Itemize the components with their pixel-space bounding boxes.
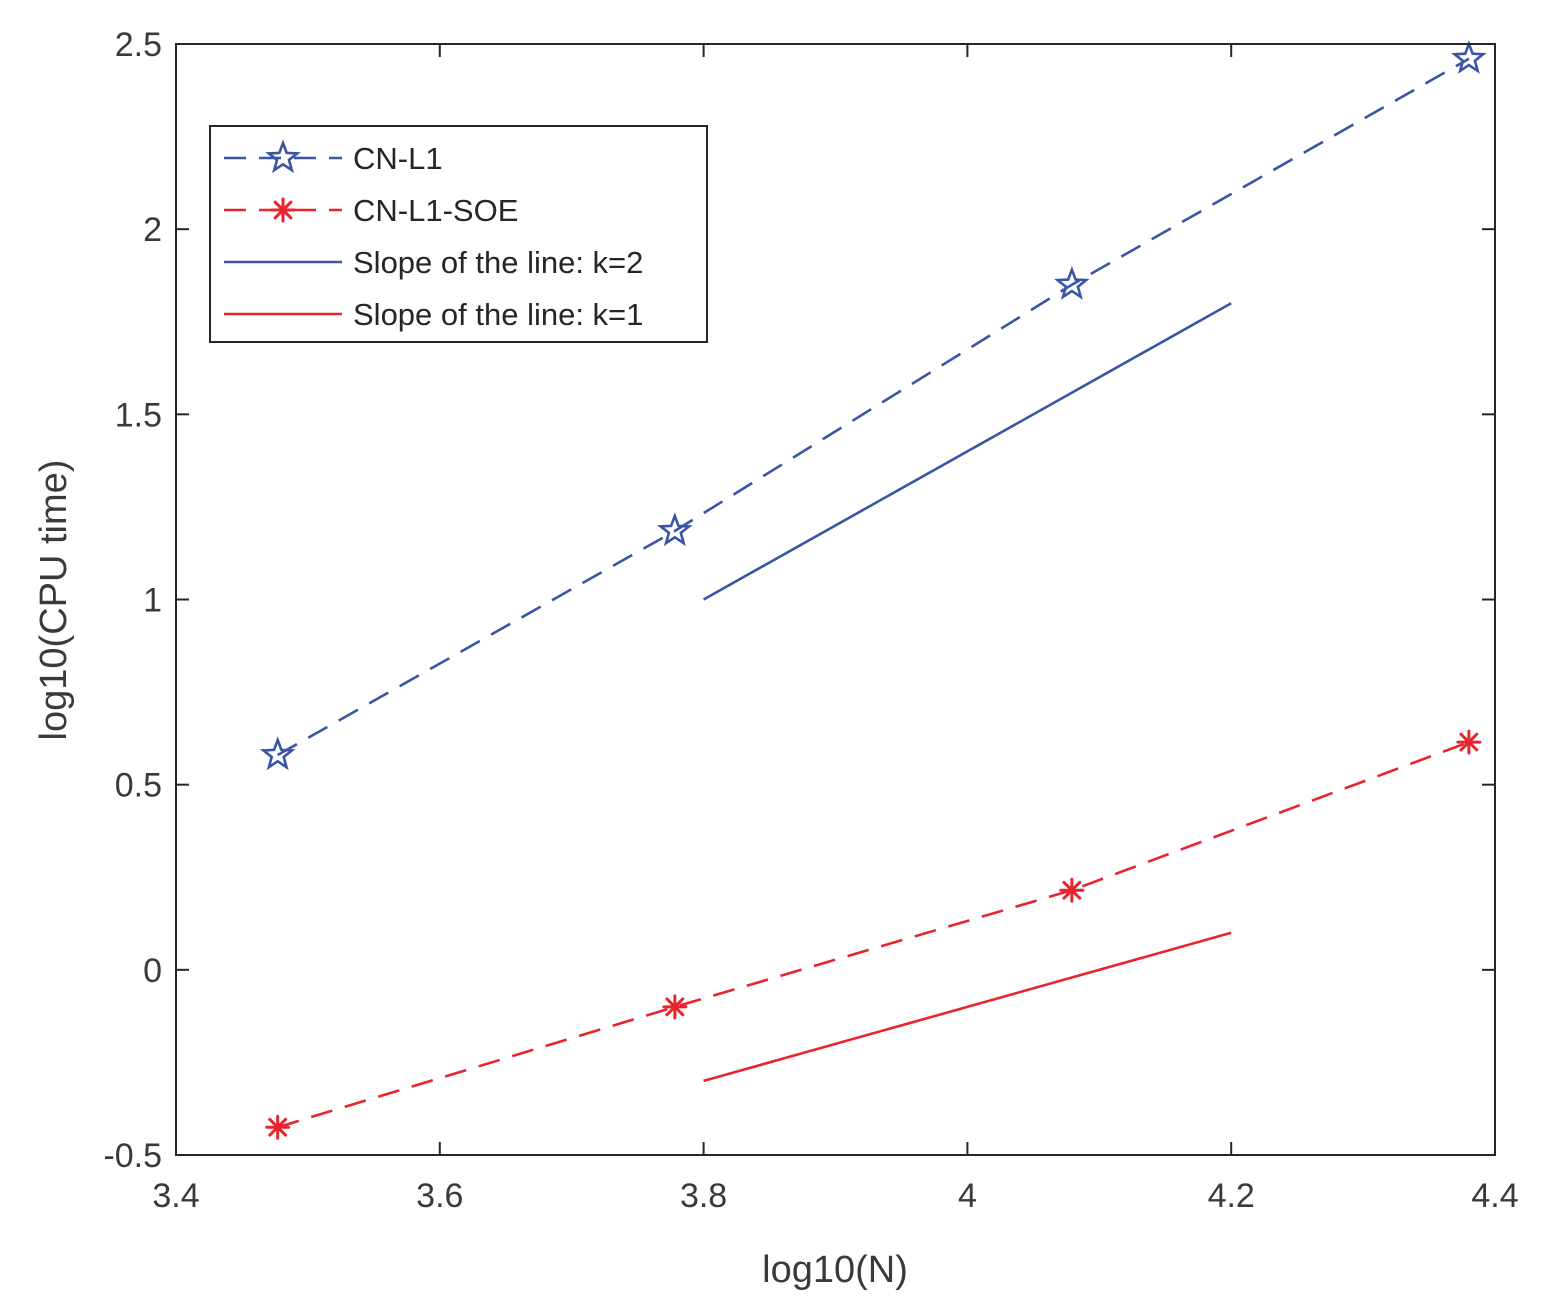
y-tick-label: 2.5 — [115, 26, 162, 64]
series-line-0 — [277, 57, 1470, 757]
series-layer — [259, 40, 1487, 1140]
data-point-marker — [259, 736, 296, 771]
y-tick-label: 1 — [143, 582, 162, 620]
y-tick-label: 2 — [143, 211, 162, 249]
legend: CN-L1 CN-L1-SOE Slope of the line: k=2 Slop… — [209, 125, 708, 343]
data-point-marker — [265, 1114, 291, 1140]
y-tick-label: 0.5 — [115, 767, 162, 805]
x-tick-label: 4.4 — [1471, 1177, 1518, 1215]
series-line-3 — [703, 931, 1232, 1083]
data-point-marker — [1451, 40, 1487, 74]
legend-label-3: Slope of the line: k=1 — [353, 297, 643, 332]
data-point-marker — [1059, 877, 1085, 903]
legend-label-2: Slope of the line: k=2 — [353, 245, 643, 280]
legend-marker-1 — [270, 197, 296, 223]
y-axis-label: log10(CPU time) — [33, 460, 75, 741]
legend-marker-0 — [265, 139, 301, 174]
series-line-2 — [702, 302, 1232, 601]
x-tick-label: 3.4 — [152, 1177, 199, 1215]
x-tick-label: 4.2 — [1208, 1177, 1255, 1215]
x-tick-label: 4 — [958, 1177, 977, 1215]
data-point-marker — [1054, 265, 1090, 300]
legend-box — [209, 125, 708, 343]
y-tick-label: 0 — [143, 952, 162, 990]
x-tick-label: 3.6 — [416, 1177, 463, 1215]
data-point-marker — [657, 512, 693, 547]
x-axis-label: log10(N) — [762, 1249, 908, 1291]
legend-label-1: CN-L1-SOE — [353, 193, 518, 228]
y-tick-label: 1.5 — [115, 396, 162, 434]
data-point-marker — [662, 994, 688, 1020]
data-point-marker — [1456, 729, 1482, 755]
y-tick-label: -0.5 — [103, 1137, 162, 1175]
legend-label-0: CN-L1 — [353, 141, 443, 176]
x-tick-label: 3.8 — [680, 1177, 727, 1215]
ticks-layer: 3.4 3.6 3.8 4 4.2 4.4 -0.5 0 0.5 1 1.5 2 2.5 — [103, 26, 1518, 1215]
